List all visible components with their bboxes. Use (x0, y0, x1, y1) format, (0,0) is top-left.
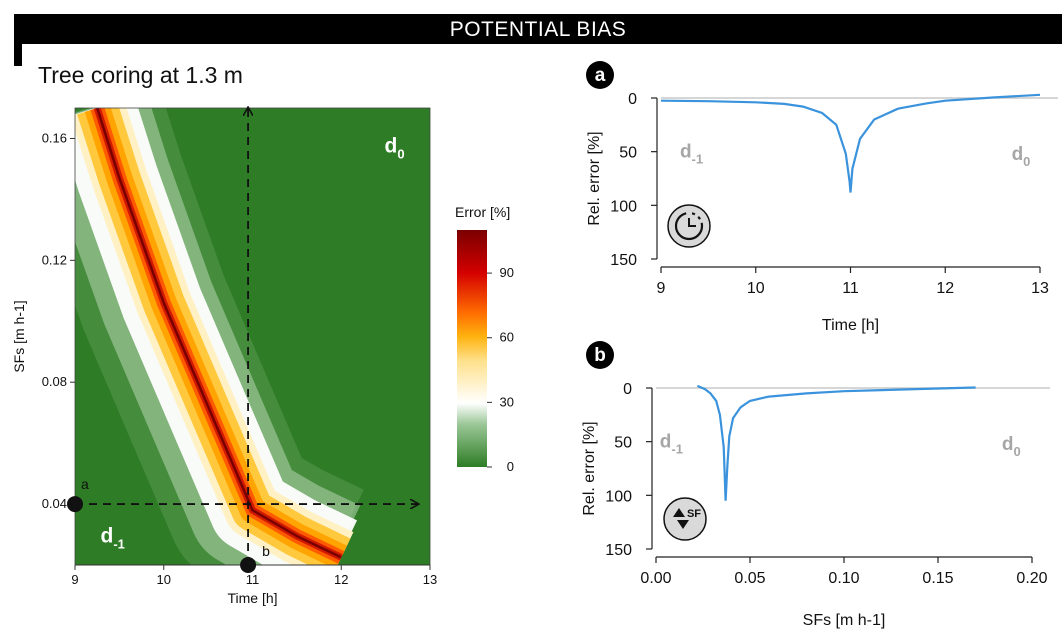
panel-a-panel-badge-label: a (595, 65, 606, 86)
sap-flow-icon-arrow-up (673, 508, 685, 517)
panel-a-y-tick-label: 50 (619, 145, 637, 162)
heatmap-region-label-main: d (385, 135, 398, 158)
heatmap-x-tick-label: 11 (246, 572, 260, 587)
panel-a-region-label-main: d (1012, 144, 1024, 165)
colorbar-title: Error [%] (455, 204, 510, 220)
colorbar-tick-label: 30 (500, 394, 514, 409)
heatmap-region-label-sub: 0 (397, 147, 404, 162)
heatmap-region-label: d0 (385, 135, 405, 162)
panel-b-x-tick-label: 0.00 (640, 570, 671, 587)
heatmap-y-tick-label: 0.12 (42, 252, 67, 267)
panel-a-series-line (660, 93, 1041, 193)
colorbar-tick-label: 60 (500, 330, 514, 345)
panel-a-region-label-main: d (680, 142, 692, 163)
panel-a-region-label-sub: 0 (1023, 154, 1030, 169)
heatmap-y-axis-label: SFs [m h-1] (11, 300, 27, 372)
panel-b-y-axis-label: Rel. error [%] (581, 421, 598, 515)
panel-a-region-label: d0 (1012, 144, 1031, 169)
panel-a-x-axis-label: Time [h] (822, 317, 879, 334)
heatmap-marker-b (240, 557, 257, 573)
banner: POTENTIAL BIAS (14, 14, 1062, 44)
clock-icon-hands (688, 218, 696, 227)
panel-b-x-tick-label: 0.05 (734, 570, 765, 587)
panel-a-y-tick-label: 150 (610, 252, 637, 269)
heatmap-x-tick-label: 13 (423, 572, 437, 587)
panel-b-y-tick-label: 100 (605, 488, 632, 505)
panel-b-region-label-main: d (660, 432, 672, 453)
heatmap-marker-a (67, 496, 83, 513)
colorbar-bar (457, 230, 487, 467)
panel-b-panel-badge-label: b (594, 345, 606, 366)
heatmap-region-label-sub: -1 (113, 537, 125, 552)
heatmap-x-axis-label: Time [h] (227, 590, 277, 606)
panel-b-region-label-main: d (1002, 434, 1014, 455)
panel-a-x-tick-label: 12 (936, 280, 954, 297)
heatmap-y-tick-label: 0.08 (42, 374, 67, 389)
heatmap-x-tick-label: 9 (71, 572, 78, 587)
panel-b: 0 50 100 150 0.00 0.05 0.10 0.15 0.20 SFs [m h-1]… (581, 341, 1050, 629)
heatmap-band-8 (96, 108, 342, 559)
panel-a-x-tick-label: 9 (657, 280, 666, 297)
panel-a-y-tick-label: 0 (628, 91, 637, 108)
panel-b-series-line (696, 384, 976, 501)
heatmap-panel: 9 10 11 12 13 0.04 0.08 0.12 0.16 Time [h] SFs [m … (11, 108, 514, 606)
banner-tick (14, 44, 22, 66)
panel-b-region-label: d0 (1002, 434, 1021, 459)
banner-title: POTENTIAL BIAS (449, 18, 627, 41)
panel-b-x-tick-label: 0.15 (922, 570, 953, 587)
heatmap-x-tick-label: 12 (334, 572, 348, 587)
panel-a-panel-badge (586, 61, 614, 89)
panel-b-y-tick-label: 150 (605, 542, 632, 559)
heatmap-field (75, 108, 430, 565)
panel-b-x-tick-label: 0.20 (1016, 570, 1047, 587)
panel-b-y-tick-label: 50 (614, 435, 632, 452)
heatmap-marker-label-a: a (81, 476, 89, 492)
panel-a-region-label-sub: -1 (692, 152, 704, 167)
panel-a-x-tick-label: 13 (1031, 280, 1049, 297)
clock-icon-face (674, 211, 704, 241)
heatmap-region-label: d-1 (101, 525, 125, 552)
sap-flow-icon-arrow-down (677, 520, 689, 529)
heatmap-region-label-main: d (101, 525, 114, 548)
panel-b-panel-badge (586, 341, 614, 369)
heatmap-x-tick-label: 10 (157, 572, 171, 587)
panel-b-x-axis-label: SFs [m h-1] (803, 612, 886, 629)
heatmap-y-tick-label: 0.16 (42, 130, 67, 145)
panel-b-region-label-sub: -1 (671, 442, 683, 457)
heatmap-y-tick-label: 0.04 (42, 496, 67, 511)
panel-a: 0 50 100 150 9 10 11 12 13 Time [h] Rel. error [%]… (586, 61, 1058, 334)
heatmap-marker-label-b: b (262, 543, 270, 559)
panel-b-y-tick-label: 0 (623, 381, 632, 398)
panel-a-x-tick-label: 10 (747, 280, 765, 297)
heatmap-title: Tree coring at 1.3 m (38, 62, 243, 88)
panel-b-region-label-sub: 0 (1014, 444, 1021, 459)
panel-a-region-label: d-1 (680, 142, 703, 167)
sap-flow-icon: SF (663, 497, 707, 541)
sap-flow-icon-badge (663, 497, 707, 541)
sap-flow-icon-label: SF (687, 508, 701, 520)
panel-b-x-tick-label: 0.10 (828, 570, 859, 587)
panel-a-y-axis-label: Rel. error [%] (586, 131, 603, 225)
clock-icon (667, 204, 711, 248)
colorbar-tick-label: 90 (500, 265, 514, 280)
panel-a-y-tick-label: 100 (610, 198, 637, 215)
panel-a-x-tick-label: 11 (842, 280, 859, 297)
panel-b-region-label: d-1 (660, 432, 683, 457)
colorbar-tick-label: 0 (507, 459, 514, 474)
